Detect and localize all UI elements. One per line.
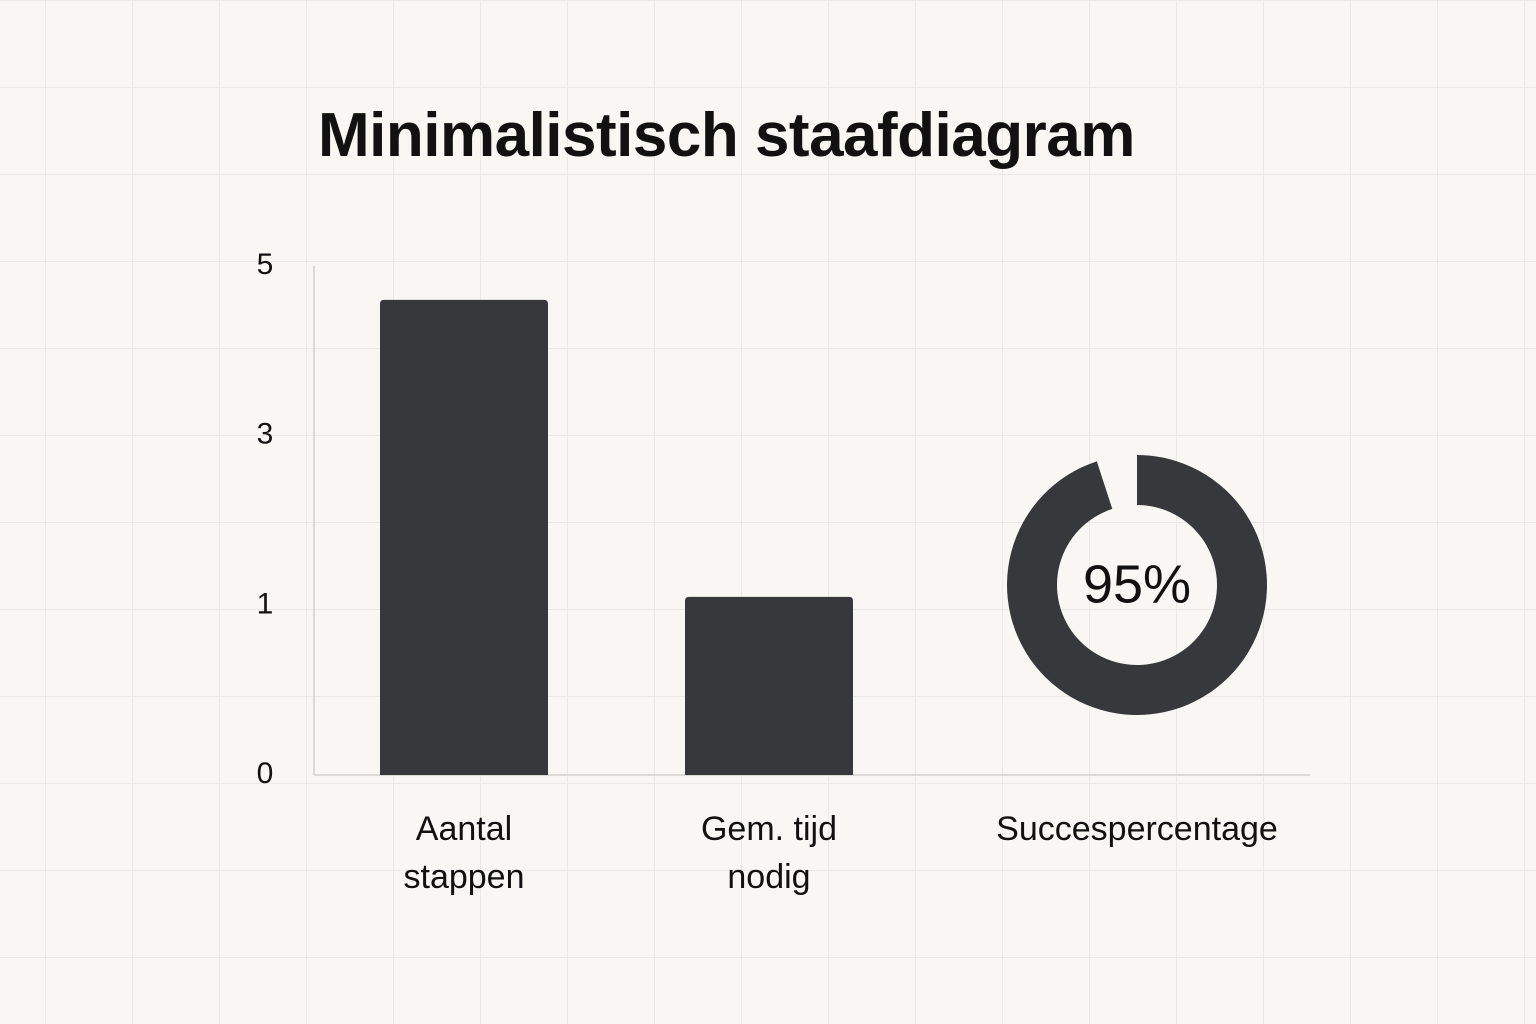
value-label: 95% [1083,554,1191,614]
y-tick-label: 5 [257,248,274,281]
y-tick-label: 1 [257,587,274,620]
donut-segment [1006,455,1267,715]
bar [685,596,853,775]
bar [380,299,548,775]
chart-title: Minimalistisch staafdiagram [318,101,1135,170]
y-tick-label: 3 [257,418,274,451]
x-tick-label: Gem. tijd nodig [700,810,838,896]
y-tick-label: 0 [257,757,274,790]
x-tick-label: Succespercentage [996,810,1278,848]
x-tick-label: Aantal stappen [403,810,525,896]
